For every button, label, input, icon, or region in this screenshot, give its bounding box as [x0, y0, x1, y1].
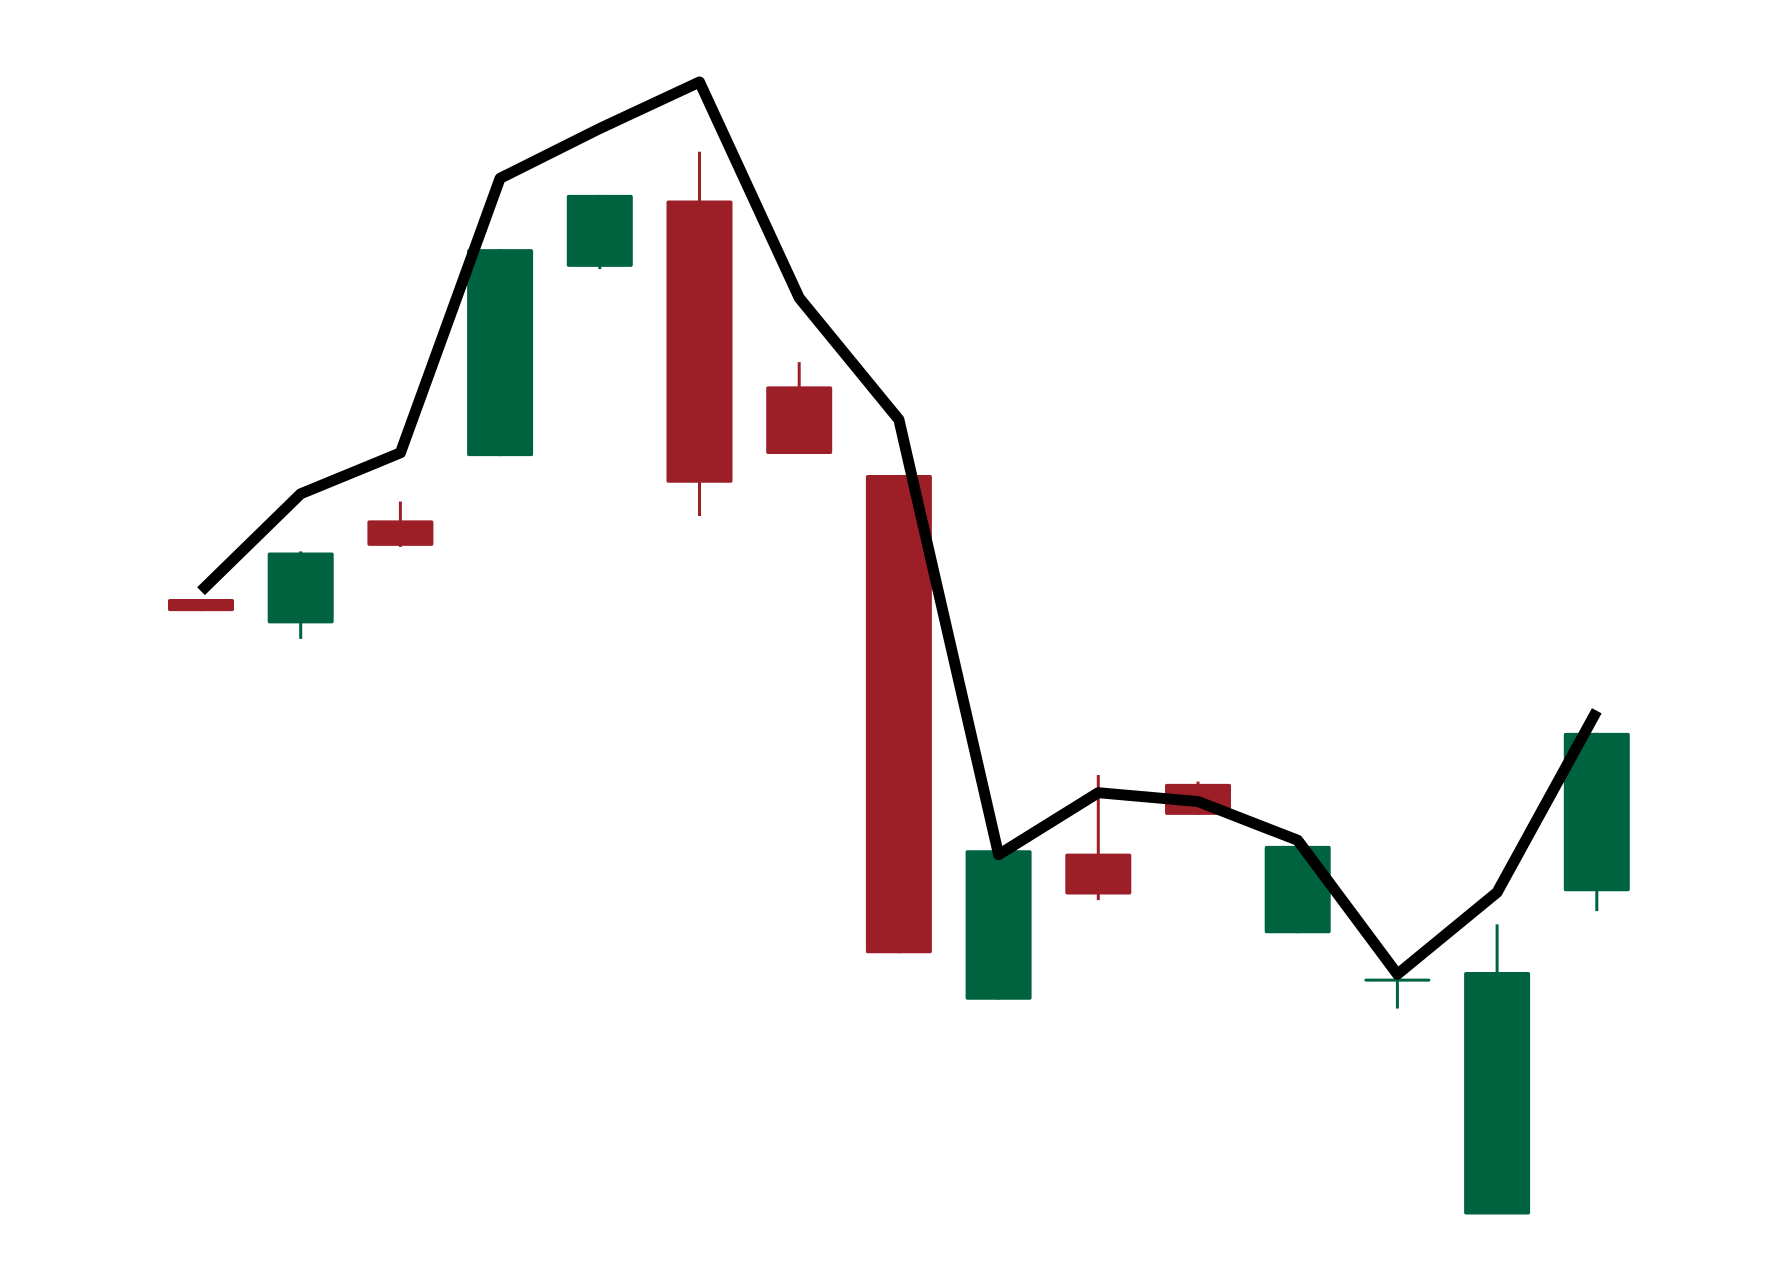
candle-body-12 — [1264, 845, 1331, 934]
candle-body-7 — [766, 386, 833, 454]
candle-body-10 — [1065, 853, 1132, 895]
candle-body-3 — [367, 520, 434, 546]
candle-body-1 — [168, 598, 234, 612]
candle-body-15 — [1563, 732, 1630, 892]
candle-body-13 — [1364, 978, 1431, 982]
candle-body-8 — [865, 474, 932, 954]
overlay-line — [197, 76, 1602, 980]
candle-body-5 — [566, 194, 633, 267]
candles-layer — [168, 151, 1630, 1215]
candle-body-9 — [965, 850, 1032, 1000]
candle-body-14 — [1464, 972, 1531, 1215]
line-layer — [197, 76, 1602, 980]
candle-body-6 — [666, 200, 733, 483]
candle-body-4 — [467, 249, 534, 457]
candle-body-2 — [267, 552, 334, 624]
